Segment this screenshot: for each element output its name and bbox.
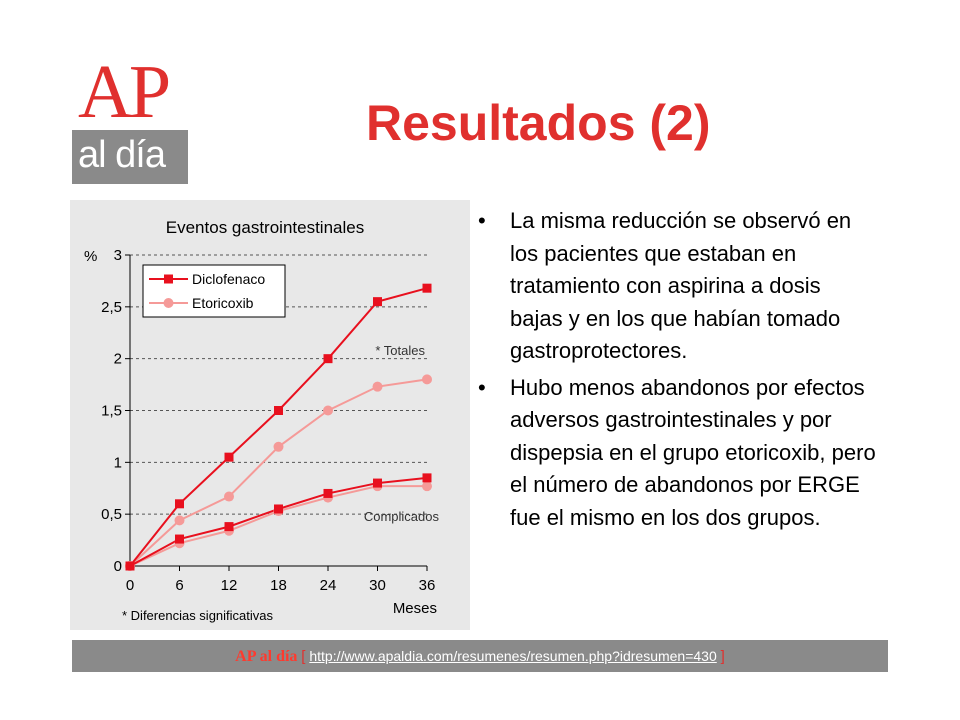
data-point-diclofenaco [373,297,382,307]
data-point-diclofenaco [422,473,432,483]
x-tick-label: 18 [270,577,287,594]
bullet-item: • La misma reducción se observó en los p… [476,205,876,368]
x-axis-label: Meses [393,600,437,617]
data-point-diclofenaco [274,504,283,514]
bullet-text: La misma reducción se observó en los pac… [510,208,852,363]
footer-bracket-open: [ [301,648,306,665]
data-point-etoricoxib [372,381,383,392]
apaldia-logo: AP al día [72,54,188,184]
y-axis-label: % [84,248,97,265]
annotation-totales: * Totales [375,343,425,358]
data-point-etoricoxib [273,441,284,452]
data-point-etoricoxib [174,515,185,526]
bullet-dot-icon: • [478,208,486,233]
y-tick-label: 3 [114,247,122,264]
slide-title: Resultados (2) [366,95,711,151]
data-point-diclofenaco [175,534,184,544]
chart-title: Eventos gastrointestinales [166,218,364,237]
x-tick-label: 0 [126,577,134,594]
y-tick-label: 1,5 [101,403,122,420]
bullet-item: • Hubo menos abandonos por efectos adver… [476,372,876,535]
y-tick-label: 0,5 [101,506,122,523]
footer-brand: AP al día [235,648,298,665]
footer-bracket-close: ] [720,648,725,665]
x-tick-label: 36 [419,577,436,594]
y-tick-label: 2 [114,351,122,368]
y-tick-label: 0 [114,558,122,575]
data-point-diclofenaco [274,406,283,415]
data-point-diclofenaco [175,499,184,509]
bullet-dot-icon: • [478,374,486,400]
legend-box [142,264,286,318]
footer-url-link[interactable]: http://www.apaldia.com/resumenes/resumen… [309,648,717,664]
chart-panel: Eventos gastrointestinales 0 0,5 1 1,5 2 2,5 3%… [70,200,470,630]
data-point-diclofenaco [323,354,333,364]
data-point-etoricoxib [224,491,234,502]
x-tick-label: 6 [175,577,183,594]
logo-aldia-text: al día [78,134,166,176]
gastrointestinal-events-chart: Eventos gastrointestinales 0 0,5 1 1,5 2 2,5 3%… [84,218,440,623]
x-tick-label: 12 [221,577,238,594]
y-tick-label: 2,5 [101,299,122,316]
x-tick-label: 30 [369,577,386,594]
annotation-complicados: Complicados [364,509,440,524]
data-point-etoricoxib [422,374,432,385]
legend-marker-diclofenaco [164,274,173,284]
data-point-etoricoxib [422,481,432,492]
footer-bar: AP al día [ http://www.apaldia.com/resum… [72,640,888,672]
data-point-diclofenaco [125,561,135,571]
y-tick-label: 1 [114,454,122,471]
data-point-etoricoxib [323,405,333,416]
x-tick-label: 24 [320,577,337,594]
bullet-list: • La misma reducción se observó en los p… [476,205,876,538]
legend-label-diclofenaco: Diclofenaco [192,271,265,287]
data-point-diclofenaco [224,522,234,532]
data-point-diclofenaco [422,283,432,293]
data-point-diclofenaco [323,488,333,498]
logo-aldia-box: al día [72,130,188,184]
data-point-diclofenaco [224,452,234,462]
chart-footnote: * Diferencias significativas [122,608,274,623]
legend-label-etoricoxib: Etoricoxib [192,295,254,311]
data-point-diclofenaco [373,478,382,488]
bullet-text: Hubo menos abandonos por efectos adverso… [510,374,876,530]
logo-ap-text: AP [78,50,171,134]
legend-marker-etoricoxib [163,298,174,308]
